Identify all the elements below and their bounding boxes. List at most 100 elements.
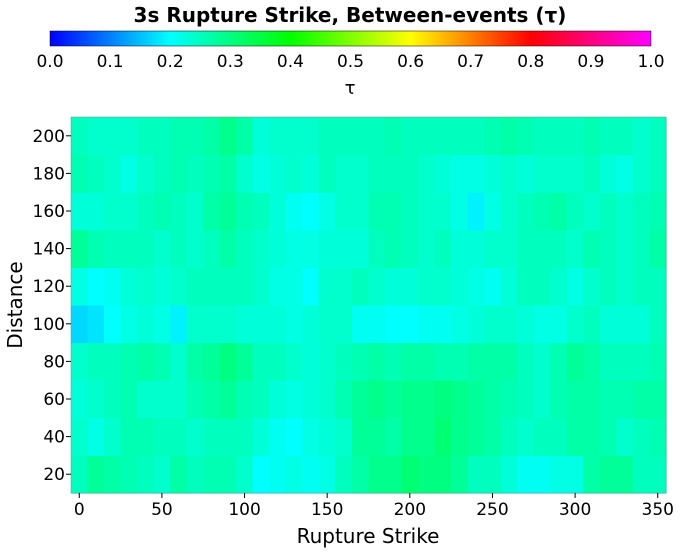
heatmap-cell [104,380,122,419]
heatmap-cell [351,192,370,231]
heatmap-cell [368,455,386,494]
colorbar-tick-label: 0.2 [157,52,184,72]
y-tick-label: 60 [43,390,65,410]
heatmap-cell [186,342,204,381]
heatmap-cell [599,380,618,419]
heatmap-cell [153,455,171,494]
heatmap-cell [533,229,551,268]
heatmap-cell [418,267,436,306]
heatmap-cell [285,267,303,306]
heatmap-cell [269,342,287,381]
heatmap-cell [302,267,320,306]
x-axis-label: Rupture Strike [297,524,440,548]
heatmap-cell [104,192,122,231]
heatmap-cell [203,455,221,494]
heatmap-cell [616,305,634,344]
heatmap-cell [203,380,221,419]
colorbar-tick-label: 0.9 [577,52,604,72]
heatmap-cell [219,192,237,231]
heatmap-cell [401,417,419,456]
heatmap-cell [550,380,568,419]
heatmap-cell [351,229,370,268]
colorbar-tick-label: 0.1 [97,52,124,72]
heatmap-cell [351,455,370,494]
heatmap-cell [385,342,403,381]
heatmap-cell [335,417,353,456]
heatmap-cell [533,117,551,156]
x-tick-label: 300 [559,500,591,520]
heatmap-cell [302,154,320,193]
heatmap-cell [104,455,122,494]
heatmap-cell [186,455,204,494]
heatmap-cell [599,154,618,193]
heatmap-cell [632,380,651,419]
heatmap-cell [252,229,270,268]
heatmap-cell [550,229,568,268]
y-axis-ticks: 20 40 60 80 100 120 140 160 180 200 [33,127,71,485]
y-tick-label: 160 [33,202,65,222]
heatmap-cell [285,192,303,231]
heatmap-cell [434,192,452,231]
heatmap-cell [120,342,138,381]
heatmap-cell [351,267,370,306]
heatmap-cell [649,417,667,456]
heatmap-cell [351,342,370,381]
heatmap-cell [318,455,337,494]
heatmap-cell [616,117,634,156]
heatmap-cell [219,455,237,494]
heatmap-cell [120,154,138,193]
heatmap-cell [302,305,320,344]
heatmap-cell [451,417,469,456]
heatmap-cell [368,267,386,306]
heatmap-cell [550,117,568,156]
heatmap-cell [467,455,485,494]
heatmap-cell [318,229,337,268]
heatmap-cell [203,192,221,231]
heatmap-cell [632,455,651,494]
x-axis-ticks: 0 50 100 150 200 250 300 350 [74,493,674,520]
heatmap-cell [583,192,601,231]
heatmap-cell [351,117,370,156]
heatmap-cell [517,417,535,456]
y-tick-label: 80 [43,352,65,372]
x-tick-label: 250 [476,500,508,520]
heatmap-cell [252,192,270,231]
heatmap-cell [533,380,551,419]
colorbar-tick-label: 1.0 [637,52,664,72]
heatmap-cell [451,267,469,306]
heatmap-cell [71,305,89,344]
heatmap-cell [500,305,518,344]
heatmap-cell [649,117,667,156]
chart-title: 3s Rupture Strike, Between-events (τ) [134,3,567,27]
heatmap-cell [418,192,436,231]
heatmap-cell [434,380,452,419]
heatmap-cell [153,229,171,268]
heatmap-cell [236,117,254,156]
heatmap-cell [203,229,221,268]
colorbar-tick-label: 0.8 [517,52,544,72]
heatmap-cell [451,229,469,268]
heatmap-cell [137,192,155,231]
heatmap-cell [219,154,237,193]
heatmap-cell [500,380,518,419]
heatmap-cell [186,154,204,193]
heatmap-cell [87,455,105,494]
heatmap-cell [368,305,386,344]
heatmap-cell [533,417,551,456]
heatmap-cell [583,229,601,268]
heatmap-cell [566,455,584,494]
heatmap-cell [517,267,535,306]
heatmap-cell [368,117,386,156]
heatmap-cell [236,380,254,419]
heatmap-cell [269,417,287,456]
heatmap-cell [186,305,204,344]
heatmap-cell [484,417,502,456]
heatmap-cell [252,117,270,156]
heatmap-cell [269,154,287,193]
heatmap-cell [401,342,419,381]
heatmap-cell [649,154,667,193]
heatmap-cell [87,417,105,456]
heatmap-cell [385,305,403,344]
x-tick-label: 150 [311,500,343,520]
heatmap-cell [269,305,287,344]
